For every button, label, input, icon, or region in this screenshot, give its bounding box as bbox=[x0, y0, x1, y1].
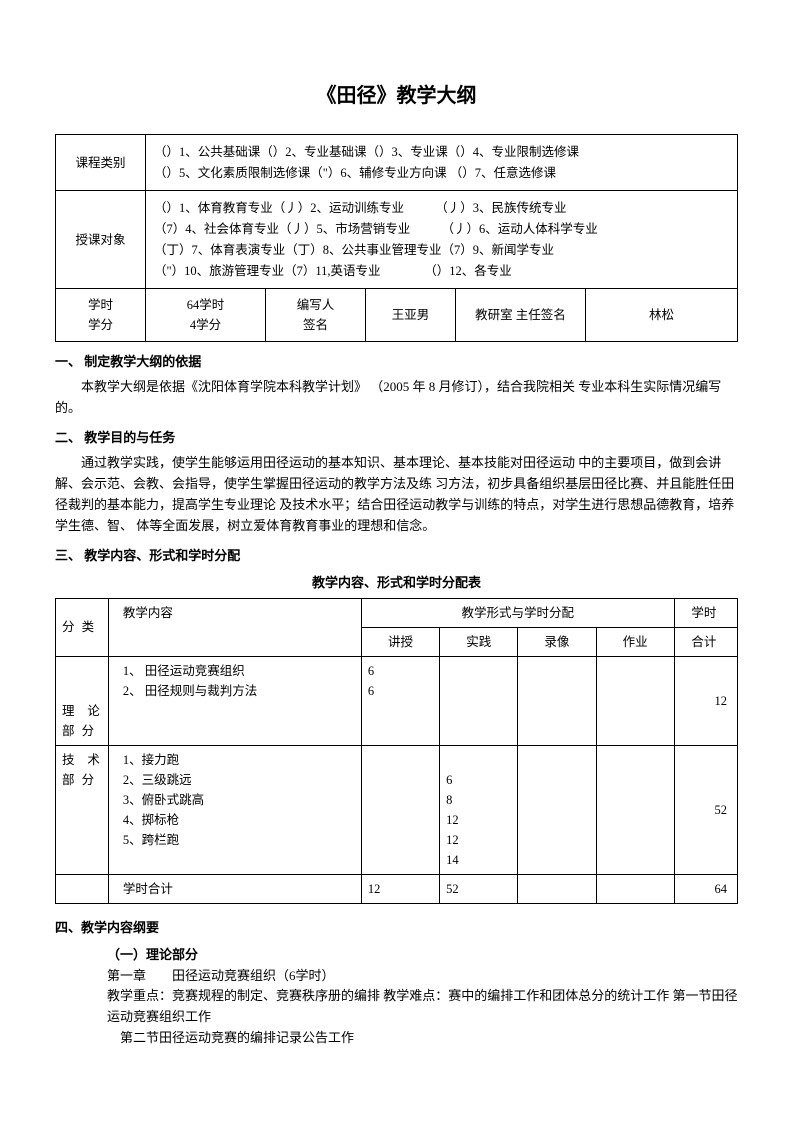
tech-category: 技 术 部 分 bbox=[56, 745, 109, 874]
col-practice: 实践 bbox=[440, 627, 518, 656]
section-2-heading: 二、 教学目的与任务 bbox=[55, 428, 738, 449]
alloc-table: 分 类 教学内容 教学形式与学时分配 学时 讲授 实践 录像 作业 合计 理 论… bbox=[55, 598, 738, 904]
theory-homework bbox=[596, 656, 674, 745]
col-content: 教学内容 bbox=[108, 598, 361, 656]
text-line: 学分 bbox=[64, 315, 137, 335]
audience-value: （）1、体育教育专业（丿）2、运动训练专业 （丿）3、民族传统专业 （7）4、社… bbox=[146, 191, 738, 289]
text-line: （丁）7、体育表演专业（丁）8、公共事业管理专业（7）9、新闻学专业 bbox=[154, 240, 729, 260]
text-line: 学时 bbox=[64, 295, 137, 315]
value: 6 bbox=[368, 681, 433, 701]
col-homework: 作业 bbox=[596, 627, 674, 656]
info-table: 课程类别 （）1、公共基础课（）2、专业基础课（）3、专业课（）4、专业限制选修… bbox=[55, 134, 738, 342]
theory-lecture: 6 6 bbox=[361, 656, 439, 745]
director-sig-label: 教研室 主任签名 bbox=[456, 289, 586, 342]
text-line: （）5、文化素质限制选修课（"）6、辅修专业方向课 （）7、任意选修课 bbox=[154, 163, 729, 183]
list-item: 2、三级跳远 bbox=[123, 770, 355, 790]
sum-lecture: 12 bbox=[361, 874, 439, 903]
text-line: （7）4、社会体育专业（丿）5、市场营销专业 （丿）6、运动人体科学专业 bbox=[154, 219, 729, 239]
theory-video bbox=[518, 656, 596, 745]
table-row: 课程类别 （）1、公共基础课（）2、专业基础课（）3、专业课（）4、专业限制选修… bbox=[56, 135, 738, 191]
tech-homework bbox=[596, 745, 674, 874]
course-type-value: （）1、公共基础课（）2、专业基础课（）3、专业课（）4、专业限制选修课 （）5… bbox=[146, 135, 738, 191]
author-label: 编写人 签名 bbox=[266, 289, 366, 342]
section-4-heading: 四、教学内容纲要 bbox=[55, 918, 738, 939]
page-title: 《田径》教学大纲 bbox=[55, 80, 738, 112]
value: 12 bbox=[446, 810, 511, 830]
theory-content: 1、 田径运动竞赛组织 2、 田径规则与裁判方法 bbox=[108, 656, 361, 745]
text-line: （"）10、旅游管理专业（7）11,英语专业 （）12、各专业 bbox=[154, 261, 729, 281]
list-item: 5、跨栏跑 bbox=[123, 830, 355, 850]
table-row: 分 类 教学内容 教学形式与学时分配 学时 bbox=[56, 598, 738, 627]
hours-credit-value: 64学时 4学分 bbox=[146, 289, 266, 342]
list-item: 1、接力跑 bbox=[123, 750, 355, 770]
text-line: 64学时 bbox=[154, 295, 257, 315]
sum-total: 64 bbox=[674, 874, 737, 903]
sum-homework bbox=[596, 874, 674, 903]
table-row: 学时合计 12 52 64 bbox=[56, 874, 738, 903]
empty-cell bbox=[56, 874, 109, 903]
tech-lecture bbox=[361, 745, 439, 874]
col-lecture: 讲授 bbox=[361, 627, 439, 656]
text-line: 编写人 bbox=[274, 295, 357, 315]
sum-practice: 52 bbox=[440, 874, 518, 903]
section-4-sub1: （一）理论部分 bbox=[55, 945, 738, 966]
sum-label: 学时合计 bbox=[108, 874, 361, 903]
hours-credit-label: 学时 学分 bbox=[56, 289, 146, 342]
course-type-label: 课程类别 bbox=[56, 135, 146, 191]
value: 6 bbox=[368, 661, 433, 681]
author-name: 王亚男 bbox=[366, 289, 456, 342]
director-name: 林松 bbox=[586, 289, 738, 342]
theory-practice bbox=[440, 656, 518, 745]
tech-content: 1、接力跑 2、三级跳远 3、俯卧式跳高 4、掷标枪 5、跨栏跑 bbox=[108, 745, 361, 874]
section-3-heading: 三、 教学内容、形式和学时分配 bbox=[55, 546, 738, 567]
value: 12 bbox=[446, 830, 511, 850]
section-2-paragraph: 通过教学实践，使学生能够运用田径运动的基本知识、基本理论、基本技能对田径运动 中… bbox=[55, 453, 738, 536]
value: 8 bbox=[446, 790, 511, 810]
table-row: 学时 学分 64学时 4学分 编写人 签名 王亚男 教研室 主任签名 林松 bbox=[56, 289, 738, 342]
col-total: 学时 bbox=[674, 598, 737, 627]
col-category: 分 类 bbox=[56, 598, 109, 656]
table-row: 技 术 部 分 1、接力跑 2、三级跳远 3、俯卧式跳高 4、掷标枪 5、跨栏跑… bbox=[56, 745, 738, 874]
tech-video bbox=[518, 745, 596, 874]
text-line: 4学分 bbox=[154, 315, 257, 335]
list-item: 2、 田径规则与裁判方法 bbox=[123, 681, 355, 701]
chapter-1-focus: 教学重点：竞赛规程的制定、竞赛秩序册的编排 教学难点：赛中的编排工作和团体总分的… bbox=[55, 986, 738, 1028]
list-item: 3、俯卧式跳高 bbox=[123, 790, 355, 810]
theory-total: 12 bbox=[674, 656, 737, 745]
theory-category: 理 论 部 分 bbox=[56, 656, 109, 745]
tech-total: 52 bbox=[674, 745, 737, 874]
table-row: 理 论 部 分 1、 田径运动竞赛组织 2、 田径规则与裁判方法 6 6 12 bbox=[56, 656, 738, 745]
audience-label: 授课对象 bbox=[56, 191, 146, 289]
section-1-heading: 一、 制定教学大纲的依据 bbox=[55, 352, 738, 373]
col-form: 教学形式与学时分配 bbox=[361, 598, 674, 627]
chapter-1-section2: 第二节田径运动竞赛的编排记录公告工作 bbox=[55, 1028, 738, 1049]
sum-video bbox=[518, 874, 596, 903]
col-total2: 合计 bbox=[674, 627, 737, 656]
chapter-1-title: 第一章 田径运动竞赛组织（6学时） bbox=[55, 966, 738, 987]
alloc-table-title: 教学内容、形式和学时分配表 bbox=[55, 573, 738, 594]
value: 6 bbox=[446, 770, 511, 790]
list-item: 1、 田径运动竞赛组织 bbox=[123, 661, 355, 681]
tech-practice: 6 8 12 12 14 bbox=[440, 745, 518, 874]
text-line: （）1、体育教育专业（丿）2、运动训练专业 （丿）3、民族传统专业 bbox=[154, 198, 729, 218]
value: 14 bbox=[446, 850, 511, 870]
text-line: （）1、公共基础课（）2、专业基础课（）3、专业课（）4、专业限制选修课 bbox=[154, 142, 729, 162]
text-line: 签名 bbox=[274, 315, 357, 335]
col-video: 录像 bbox=[518, 627, 596, 656]
section-1-paragraph: 本教学大纲是依据《沈阳体育学院本科教学计划》 （2005 年 8 月修订），结合… bbox=[55, 377, 738, 419]
table-row: 授课对象 （）1、体育教育专业（丿）2、运动训练专业 （丿）3、民族传统专业 （… bbox=[56, 191, 738, 289]
list-item: 4、掷标枪 bbox=[123, 810, 355, 830]
